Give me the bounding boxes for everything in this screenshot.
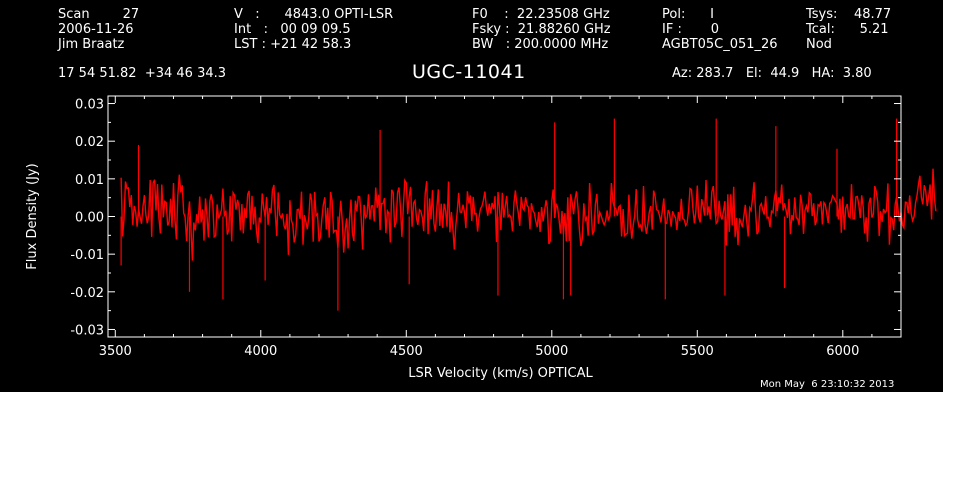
timestamp-label: Mon May 6 23:10:32 2013: [760, 379, 895, 390]
x-tick-label: 3500: [99, 344, 132, 359]
x-tick-label: 4000: [244, 344, 277, 359]
spectrum-trace: [120, 168, 937, 261]
y-tick-label: 0.03: [75, 98, 104, 113]
source-title: UGC-11041: [412, 61, 526, 83]
date-label: 2006-11-26: [58, 22, 134, 37]
coordinates-label: 17 54 51.82 +34 46 34.3: [58, 66, 227, 81]
polarization-label: Pol: I: [662, 7, 714, 22]
bandwidth-label: BW : 200.0000 MHz: [472, 37, 609, 52]
scan-label: Scan 27: [58, 7, 140, 22]
x-tick-label: 5000: [535, 344, 568, 359]
x-tick-label: 6000: [826, 344, 859, 359]
tcal-label: Tcal: 5.21: [806, 22, 889, 37]
integration-label: Int : 00 09 09.5: [234, 22, 351, 37]
x-tick-label: 4500: [390, 344, 423, 359]
y-tick-label: -0.02: [70, 286, 104, 301]
if-label: IF : 0: [662, 22, 720, 37]
observer-label: Jim Braatz: [58, 37, 125, 52]
x-axis-label: LSR Velocity (km/s) OPTICAL: [408, 366, 593, 381]
proc-label: Nod: [806, 37, 832, 52]
y-tick-label: 0.02: [75, 135, 104, 150]
y-tick-label: -0.03: [70, 323, 104, 338]
y-tick-label: -0.01: [70, 248, 104, 263]
y-axis-label: Flux Density (Jy): [25, 163, 40, 269]
project-label: AGBT05C_051_26: [662, 37, 778, 52]
x-tick-label: 5500: [681, 344, 714, 359]
rest-freq-label: F0 : 22.23508 GHz: [472, 7, 610, 22]
sky-freq-label: Fsky : 21.88260 GHz: [472, 22, 611, 37]
y-tick-label: 0.00: [75, 211, 104, 226]
tsys-label: Tsys: 48.77: [806, 7, 892, 22]
lst-label: LST : +21 42 58.3: [234, 37, 352, 52]
velocity-label: V : 4843.0 OPTI-LSR: [234, 7, 394, 22]
azel-label: Az: 283.7 El: 44.9 HA: 3.80: [672, 66, 872, 81]
y-tick-label: 0.01: [75, 173, 104, 188]
